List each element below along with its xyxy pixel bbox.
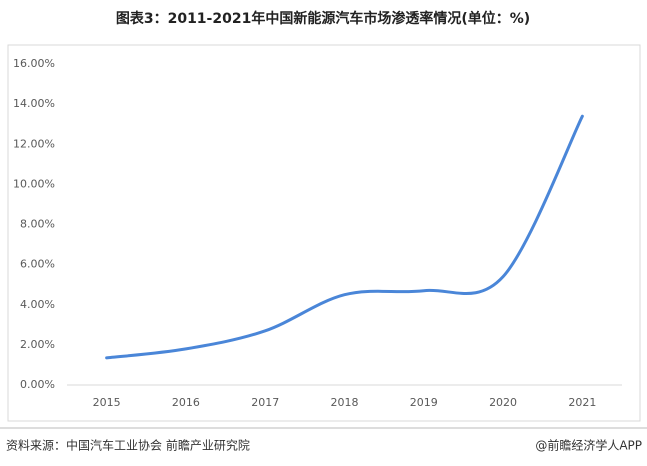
x-tick-label: 2015	[93, 396, 121, 409]
y-tick-label: 12.00%	[13, 137, 55, 150]
y-tick-label: 0.00%	[20, 378, 55, 391]
x-tick-label: 2020	[489, 396, 517, 409]
x-tick-label: 2017	[251, 396, 279, 409]
chart-frame	[7, 44, 641, 422]
y-tick-label: 6.00%	[20, 258, 55, 271]
y-tick-label: 2.00%	[20, 338, 55, 351]
x-tick-label: 2016	[172, 396, 200, 409]
y-tick-label: 14.00%	[13, 97, 55, 110]
x-tick-label: 2019	[410, 396, 438, 409]
line	[105, 114, 584, 360]
y-tick-label: 16.00%	[13, 57, 55, 70]
y-tick-label: 10.00%	[13, 177, 55, 190]
x-tick-label: 2018	[331, 396, 359, 409]
x-tick-label: 2021	[568, 396, 596, 409]
chart-title: 图表3：2011-2021年中国新能源汽车市场渗透率情况(单位：%)	[116, 10, 530, 27]
y-tick-label: 4.00%	[20, 298, 55, 311]
y-tick-label: 8.00%	[20, 218, 55, 231]
credit: @前瞻经济学人APP	[535, 438, 642, 453]
source: 资料来源：中国汽车工业协会 前瞻产业研究院	[6, 438, 250, 453]
